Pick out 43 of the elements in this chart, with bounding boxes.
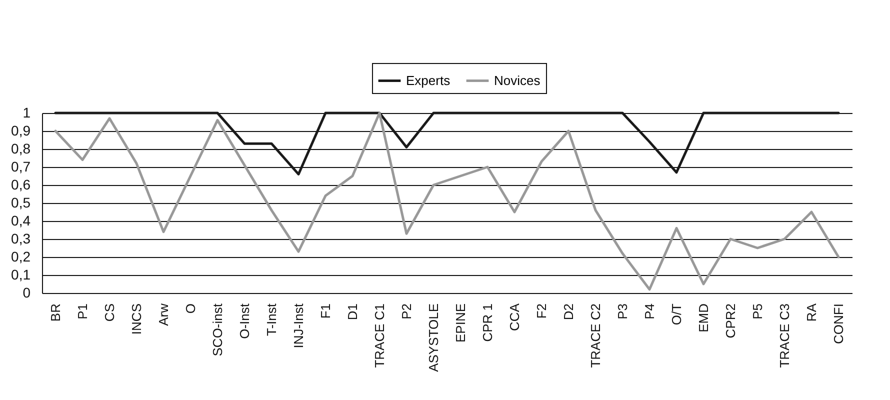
x-tick-label: TRACE C2 bbox=[588, 304, 603, 368]
y-tick-label: 0,5 bbox=[11, 194, 31, 210]
x-tick-label: P1 bbox=[75, 304, 90, 320]
x-tick-label: INJ-Inst bbox=[291, 303, 306, 348]
y-tick-label: 0,3 bbox=[11, 230, 31, 246]
x-tick-label: P4 bbox=[642, 304, 657, 320]
x-tick-label: SCO-inst bbox=[210, 303, 225, 356]
x-tick-label: F2 bbox=[534, 304, 549, 319]
x-tick-label: TRACE C1 bbox=[372, 304, 387, 368]
x-tick-label: T-Inst bbox=[264, 303, 279, 336]
y-tick-label: 0 bbox=[22, 284, 31, 300]
x-tick-label: RA bbox=[804, 303, 819, 322]
x-tick-label: INCS bbox=[129, 303, 144, 335]
x-tick-label: BR bbox=[48, 304, 63, 322]
y-tick-label: 0,7 bbox=[11, 158, 31, 174]
x-tick-label: CONFI bbox=[831, 304, 846, 344]
x-tick-label: D2 bbox=[561, 304, 576, 320]
y-tick-label: 0,2 bbox=[11, 248, 31, 264]
y-tick-label: 0,4 bbox=[11, 212, 31, 228]
x-tick-label: P3 bbox=[615, 304, 630, 320]
y-tick-label: 0,9 bbox=[11, 122, 31, 138]
legend-label: Novices bbox=[494, 72, 541, 88]
x-tick-label: CCA bbox=[507, 303, 522, 331]
x-tick-label: EMD bbox=[696, 304, 711, 332]
y-tick-label: 0,6 bbox=[11, 176, 31, 192]
x-tick-label: CPR2 bbox=[723, 304, 738, 338]
x-tick-label: Arw bbox=[156, 302, 171, 326]
y-tick-label: 0,1 bbox=[11, 266, 31, 282]
x-tick-label: O bbox=[183, 304, 198, 314]
y-tick-label: 0,8 bbox=[11, 140, 31, 156]
x-tick-label: EPINE bbox=[453, 303, 468, 343]
x-tick-label: TRACE C3 bbox=[777, 304, 792, 368]
x-tick-label: O-Inst bbox=[237, 303, 252, 339]
x-tick-label: CS bbox=[102, 303, 117, 322]
x-tick-label: O/T bbox=[669, 303, 684, 326]
x-tick-label: P2 bbox=[399, 304, 414, 320]
x-tick-label: P5 bbox=[750, 304, 765, 320]
x-tick-label: F1 bbox=[318, 304, 333, 319]
x-tick-label: ASYSTOLE bbox=[426, 303, 441, 372]
x-tick-label: CPR 1 bbox=[480, 304, 495, 342]
x-tick-label: D1 bbox=[345, 304, 360, 320]
legend-label: Experts bbox=[406, 72, 451, 88]
y-tick-label: 1 bbox=[22, 104, 31, 120]
